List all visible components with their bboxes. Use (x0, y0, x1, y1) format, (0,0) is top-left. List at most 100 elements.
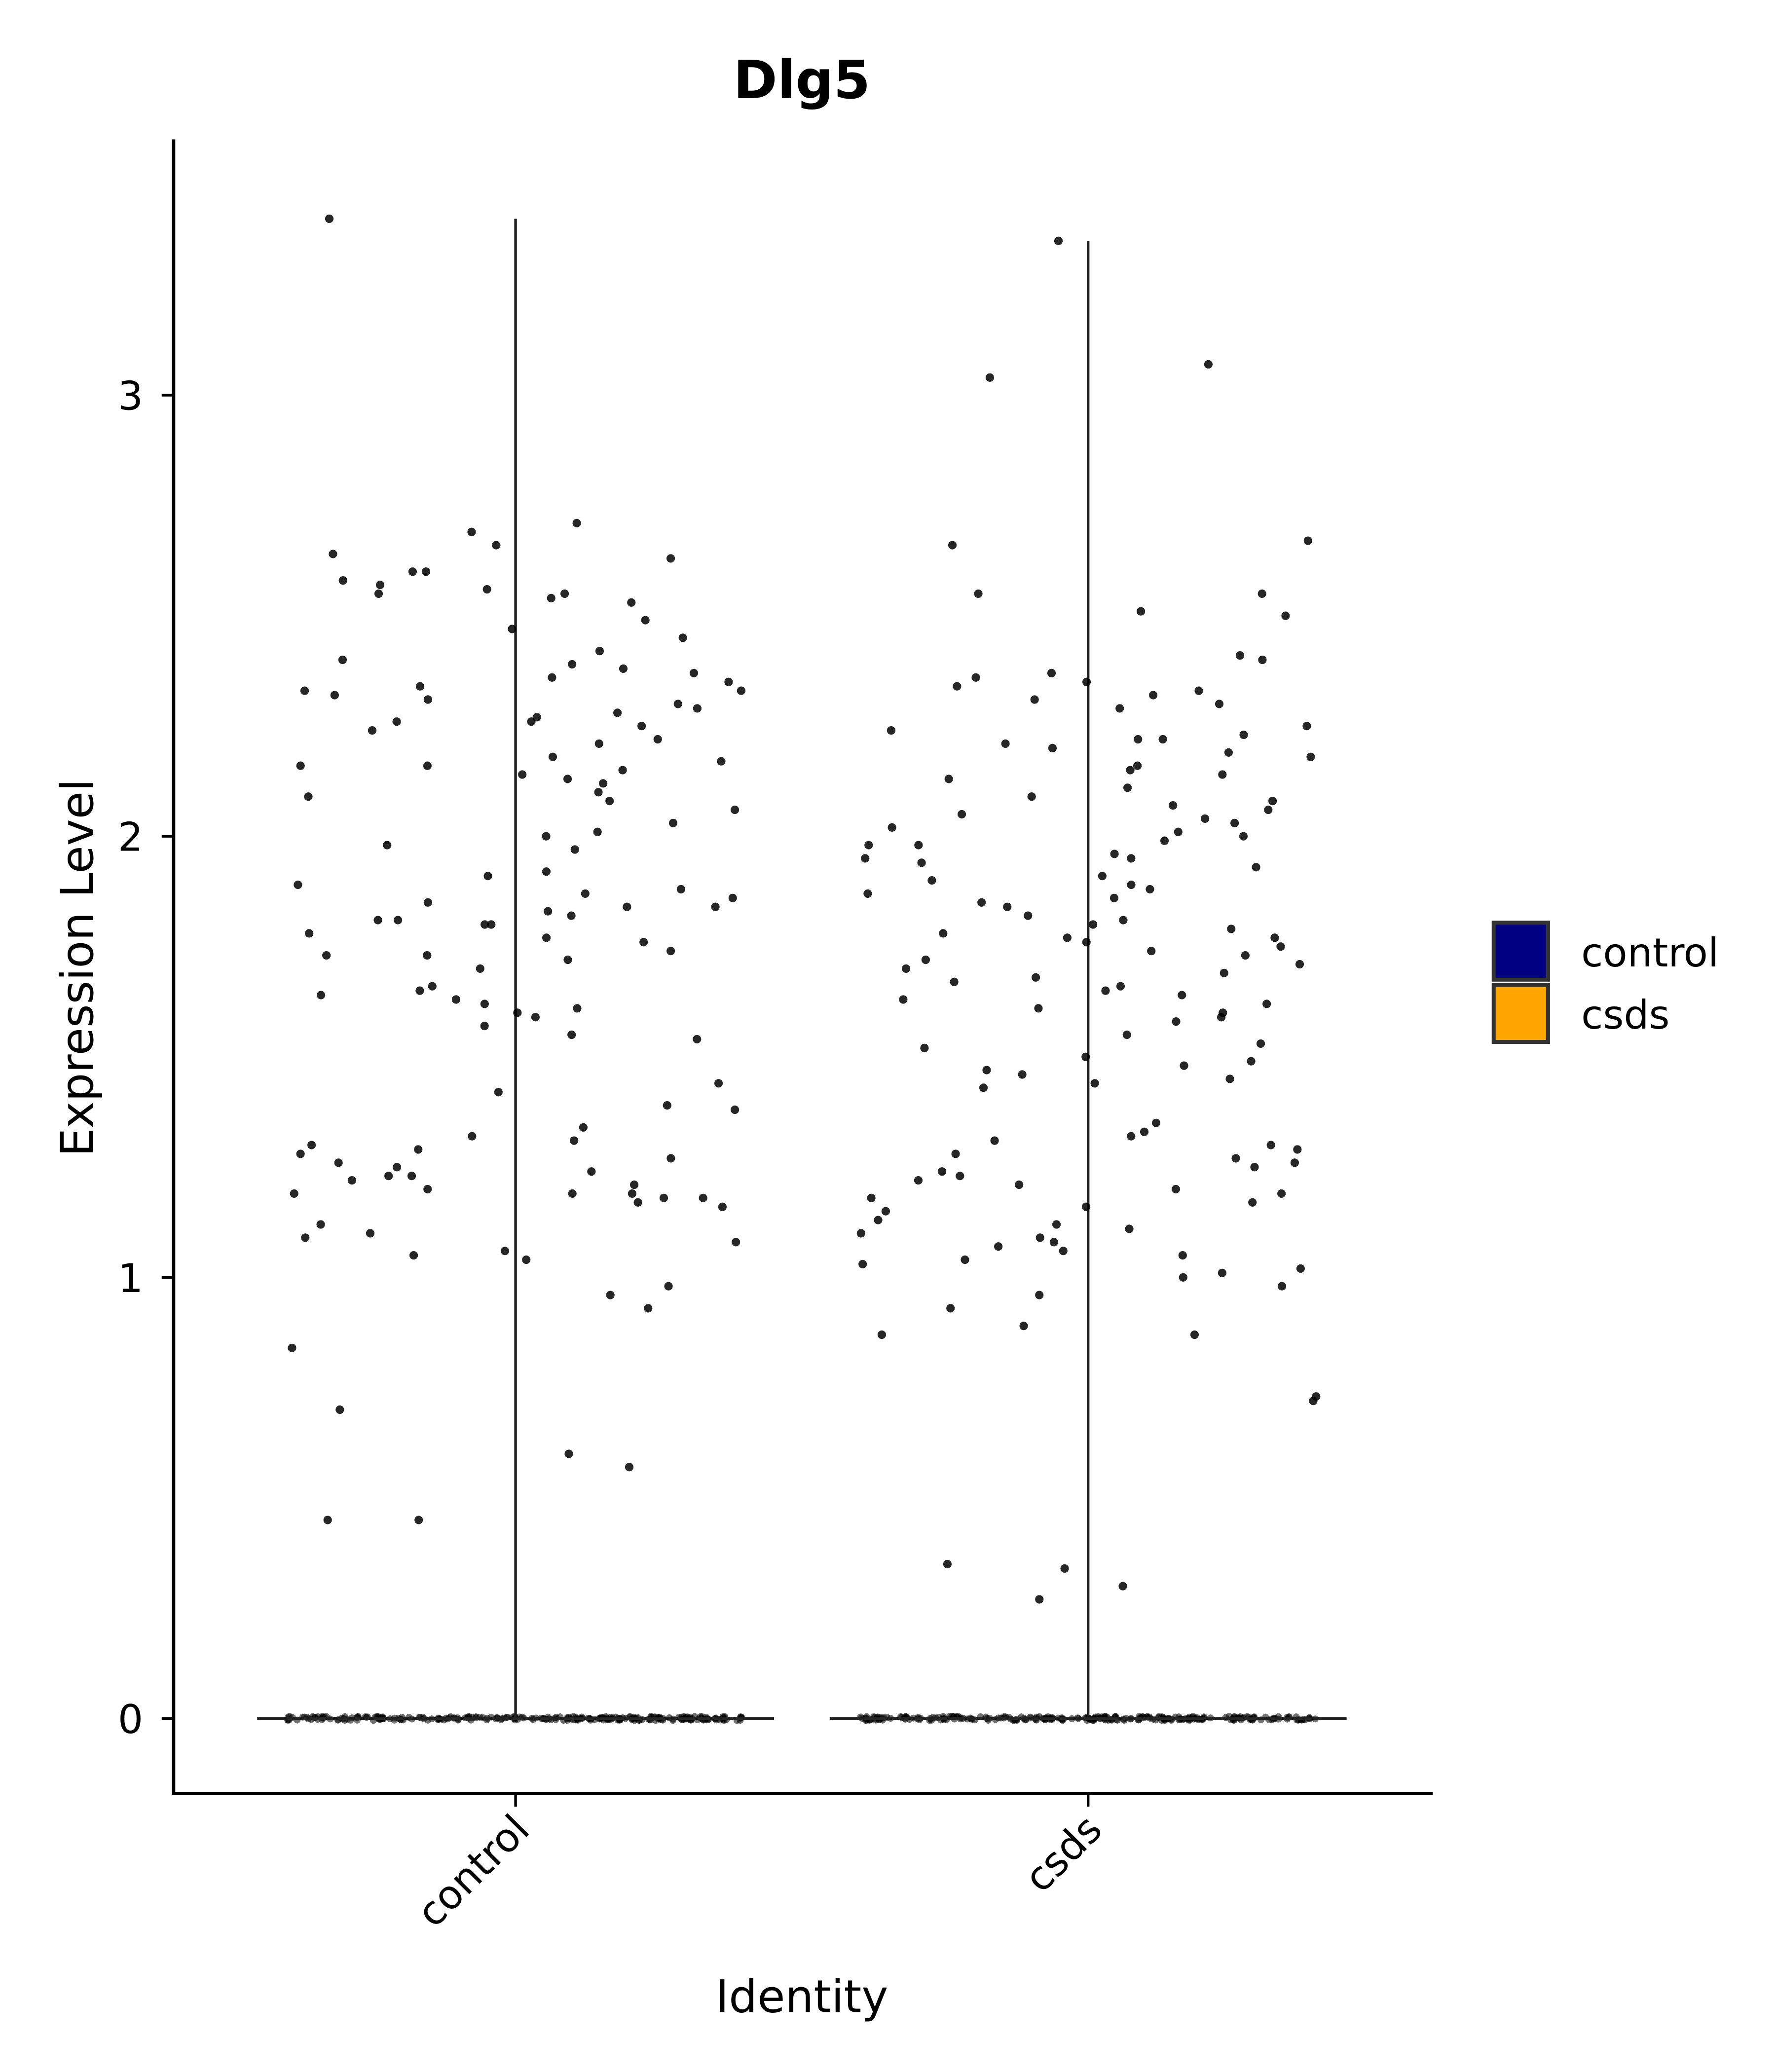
data-point-csds (1119, 916, 1128, 925)
data-point-control (518, 770, 527, 779)
data-point-control (718, 1202, 727, 1211)
data-point-csds (1239, 730, 1248, 740)
data-point-csds (881, 1207, 890, 1216)
data-point-csds (1277, 1282, 1287, 1291)
data-point-control (338, 576, 347, 585)
data-point-control (374, 589, 383, 598)
data-point-control (639, 938, 648, 947)
data-point-csds (1247, 1057, 1256, 1066)
data-point-csds (1171, 1184, 1181, 1194)
data-point-control (383, 841, 392, 850)
data-point-control (724, 677, 733, 686)
data-point-control (407, 1172, 416, 1181)
data-point-csds (1148, 691, 1158, 700)
data-point-csds (1293, 1145, 1302, 1154)
data-point-csds (1220, 968, 1228, 977)
data-point-csds (1052, 1220, 1061, 1229)
data-point-control (563, 955, 572, 964)
data-point-csds (985, 373, 995, 382)
data-point-csds (1136, 607, 1146, 616)
data-point-csds (956, 1172, 964, 1181)
data-point-control (595, 647, 604, 656)
data-point-control (366, 1229, 375, 1238)
data-point-control (467, 527, 476, 536)
data-point-control (676, 885, 685, 894)
data-point-control (717, 757, 726, 766)
data-point-csds (1190, 1330, 1199, 1339)
data-point-csds (1225, 1074, 1234, 1083)
data-point-control (548, 673, 556, 682)
data-point-control (296, 761, 305, 770)
data-point-control (408, 567, 417, 576)
data-point-csds (1127, 1132, 1136, 1141)
data-point-csds (1122, 1030, 1131, 1039)
data-point-control (423, 1184, 432, 1194)
data-point-csds (1127, 854, 1136, 863)
data-point-control (666, 554, 675, 563)
legend: control csds (1491, 921, 1719, 1044)
data-point-control (572, 518, 581, 527)
data-point-csds (1027, 792, 1036, 801)
data-point-csds (927, 876, 936, 885)
data-point-csds (1241, 951, 1250, 960)
data-point-csds (1024, 911, 1033, 920)
data-point-csds (1194, 686, 1203, 695)
data-point-control (605, 797, 614, 806)
y-axis-ticks: 0 1 2 3 (118, 373, 174, 1743)
data-point-control (290, 1189, 298, 1198)
data-point-csds (1127, 880, 1136, 889)
data-point-csds (1115, 704, 1124, 713)
data-point-csds (1147, 947, 1156, 956)
data-point-control (394, 916, 403, 925)
data-point-control (481, 920, 489, 929)
data-point-control (579, 1123, 588, 1132)
data-point-csds (1140, 1127, 1149, 1136)
data-point-csds (1035, 1291, 1044, 1299)
data-point-csds (1296, 1264, 1305, 1273)
data-point-control (414, 1145, 423, 1154)
data-point-csds (1151, 1118, 1161, 1127)
data-point-control (573, 1004, 582, 1013)
data-point-control (699, 1193, 707, 1202)
data-point-control (548, 752, 557, 761)
data-point-csds (867, 1193, 876, 1202)
data-point-control (392, 717, 401, 726)
data-point-csds (1082, 677, 1091, 686)
data-point-control (421, 567, 430, 576)
data-point-control (483, 872, 492, 881)
data-point-csds (914, 841, 923, 850)
x-tick-label: control (408, 1806, 538, 1936)
data-point-control (329, 550, 337, 558)
data-point-control (564, 1449, 573, 1458)
data-point-csds (1235, 651, 1245, 660)
data-point-control (693, 1035, 702, 1044)
data-point-csds (1123, 783, 1132, 792)
data-point-control (666, 947, 675, 956)
data-point-csds (1178, 991, 1186, 999)
data-point-control (544, 907, 553, 916)
data-point-csds (1258, 589, 1266, 598)
data-point-control (663, 1101, 671, 1110)
data-point-csds (1306, 752, 1315, 761)
data-point-csds (1101, 986, 1110, 995)
data-point-control (487, 920, 496, 929)
data-point-control (375, 580, 385, 590)
data-point-control (513, 1008, 522, 1017)
data-point-control (678, 633, 687, 642)
data-point-csds (1248, 1198, 1257, 1207)
data-point-csds (1098, 872, 1107, 881)
data-point-control (527, 717, 536, 726)
data-point-csds (1230, 818, 1239, 827)
data-point-control (480, 999, 489, 1008)
data-point-csds (1215, 700, 1224, 708)
legend-label-csds: csds (1581, 992, 1669, 1038)
data-point-csds (858, 1259, 867, 1269)
data-point-control (731, 1105, 740, 1114)
data-point-csds (1258, 655, 1267, 665)
data-point-csds (961, 1255, 969, 1264)
data-point-csds (856, 1229, 865, 1238)
data-point-control (618, 766, 627, 775)
data-point-csds (994, 1242, 1003, 1251)
data-point-csds (1276, 942, 1285, 951)
